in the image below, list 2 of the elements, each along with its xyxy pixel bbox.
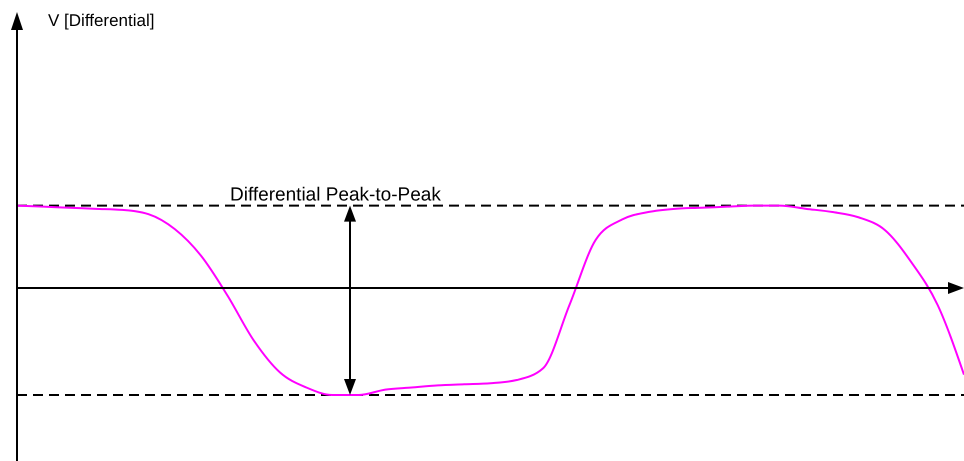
annotation: Differential Peak-to-Peak	[230, 184, 442, 206]
text: V [Differential]	[48, 11, 154, 30]
